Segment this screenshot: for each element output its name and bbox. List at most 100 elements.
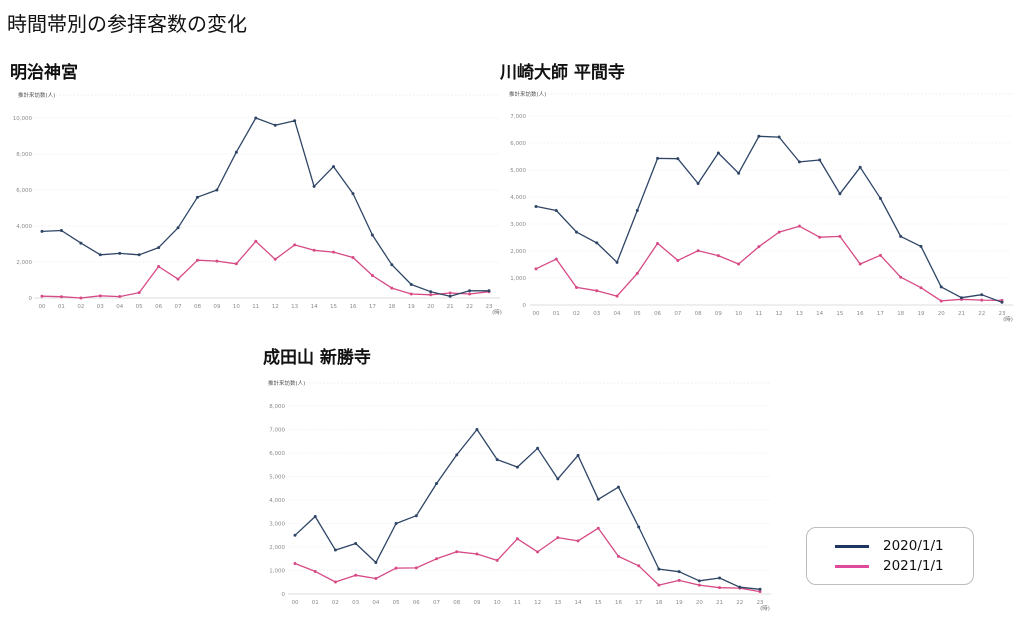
- data-point: [118, 251, 122, 255]
- x-tick-label: 13: [291, 304, 298, 310]
- x-tick-label: 07: [175, 304, 182, 310]
- data-point: [409, 283, 413, 286]
- data-point: [536, 550, 540, 554]
- y-tick-label: 1,000: [510, 276, 526, 282]
- data-point: [332, 250, 336, 254]
- x-tick-label: 03: [97, 304, 104, 310]
- data-point: [878, 196, 882, 200]
- data-point: [429, 290, 433, 294]
- data-point: [234, 150, 238, 154]
- y-tick-label: 0: [523, 303, 527, 309]
- x-tick-label: 18: [897, 311, 904, 317]
- x-axis-unit-label: (時): [492, 308, 502, 316]
- chart-title-meiji-jingu: 明治神宮: [10, 63, 78, 83]
- data-point: [40, 229, 44, 233]
- x-tick-label: 15: [330, 304, 337, 310]
- y-tick-label: 4,000: [510, 195, 526, 201]
- x-tick-label: 11: [514, 600, 521, 606]
- y-tick-label: 2,000: [16, 260, 32, 266]
- x-axis-unit-label: (時): [1003, 315, 1013, 323]
- data-point: [195, 258, 199, 262]
- data-point: [98, 294, 102, 298]
- data-point: [98, 253, 102, 257]
- data-point: [293, 561, 297, 565]
- data-point: [313, 514, 317, 518]
- data-point: [596, 526, 600, 530]
- data-point: [234, 262, 238, 266]
- data-point: [757, 245, 761, 249]
- data-point: [137, 253, 141, 257]
- x-tick-label: 20: [427, 304, 434, 310]
- data-point: [515, 537, 519, 541]
- data-point: [737, 171, 741, 175]
- x-tick-label: 20: [696, 600, 703, 606]
- data-point: [332, 165, 336, 169]
- data-point: [676, 258, 680, 262]
- data-point: [797, 160, 801, 164]
- data-point: [919, 286, 923, 290]
- data-point: [536, 446, 540, 450]
- x-tick-label: 05: [136, 304, 143, 310]
- x-tick-label: 05: [634, 311, 641, 317]
- data-point: [696, 182, 700, 185]
- data-point: [737, 262, 741, 266]
- x-tick-label: 04: [614, 311, 621, 317]
- data-point: [576, 453, 580, 457]
- x-tick-label: 03: [352, 600, 359, 606]
- x-tick-label: 22: [466, 304, 473, 310]
- x-tick-label: 18: [655, 600, 662, 606]
- x-axis-unit-label: (時): [760, 604, 770, 612]
- data-point: [273, 257, 277, 261]
- data-point: [758, 587, 762, 591]
- x-tick-label: 12: [272, 304, 279, 310]
- x-tick-label: 11: [755, 311, 762, 317]
- data-point: [959, 296, 963, 300]
- data-point: [556, 477, 560, 481]
- y-tick-label: 6,000: [510, 141, 526, 147]
- y-tick-label: 8,000: [269, 404, 285, 410]
- x-tick-label: 11: [252, 304, 259, 310]
- x-tick-label: 00: [39, 304, 46, 310]
- y-tick-label: 3,000: [510, 222, 526, 228]
- x-tick-label: 19: [917, 311, 924, 317]
- legend-item-2021: 2021/1/1: [835, 558, 944, 574]
- series-line-2021: [41, 240, 490, 299]
- data-point: [939, 285, 943, 289]
- data-point: [718, 576, 722, 580]
- x-tick-label: 06: [413, 600, 420, 606]
- data-point: [409, 292, 413, 296]
- data-point: [575, 230, 579, 234]
- data-point: [676, 157, 680, 161]
- x-tick-label: 09: [473, 600, 480, 606]
- data-point: [390, 263, 394, 267]
- data-point: [657, 583, 661, 587]
- data-point: [615, 294, 619, 298]
- x-tick-label: 02: [332, 600, 339, 606]
- x-tick-label: 14: [816, 311, 823, 317]
- x-tick-label: 21: [958, 311, 965, 317]
- data-point: [79, 296, 83, 300]
- data-point: [351, 192, 355, 196]
- x-tick-label: 19: [408, 304, 415, 310]
- data-point: [137, 291, 141, 295]
- data-point: [777, 230, 781, 234]
- data-point: [273, 123, 277, 127]
- page-title: 時間帯別の参拝客数の変化: [7, 12, 247, 36]
- data-point: [468, 289, 472, 293]
- data-point: [919, 244, 923, 248]
- x-tick-label: 06: [155, 304, 162, 310]
- data-point: [254, 239, 258, 243]
- data-point: [293, 243, 297, 247]
- data-point: [637, 525, 641, 529]
- data-point: [838, 234, 842, 238]
- data-point: [354, 573, 358, 577]
- series-line-2020: [41, 117, 489, 297]
- data-point: [374, 561, 378, 565]
- x-tick-label: 13: [796, 311, 803, 317]
- data-point: [818, 235, 822, 239]
- data-point: [79, 241, 83, 245]
- data-point: [390, 286, 394, 290]
- x-tick-label: 08: [695, 311, 702, 317]
- data-point: [718, 586, 722, 590]
